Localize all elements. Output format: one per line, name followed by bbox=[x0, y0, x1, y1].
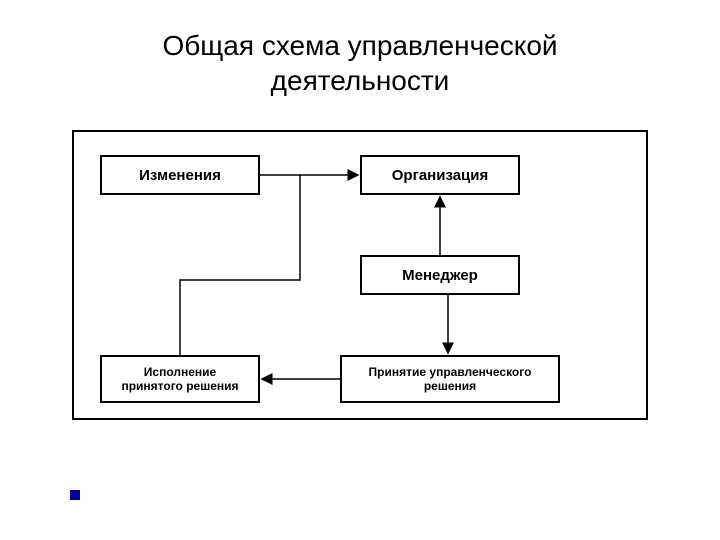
node-organization: Организация bbox=[360, 155, 520, 195]
node-changes: Изменения bbox=[100, 155, 260, 195]
title-line2: деятельности bbox=[271, 65, 450, 96]
node-label-line: Исполнение принятого решения bbox=[121, 365, 238, 393]
node-label: Организация bbox=[392, 167, 489, 184]
node-manager: Менеджер bbox=[360, 255, 520, 295]
slide-title: Общая схема управленческой деятельности bbox=[0, 28, 720, 98]
title-line1: Общая схема управленческой bbox=[162, 30, 557, 61]
node-label: Менеджер bbox=[402, 267, 478, 284]
slide-bullet-icon bbox=[70, 490, 80, 500]
node-label-line: Принятие управленческого решения bbox=[369, 365, 532, 393]
node-label: Изменения bbox=[139, 167, 221, 184]
node-execution: Исполнение принятого решения bbox=[100, 355, 260, 403]
node-decision: Принятие управленческого решения bbox=[340, 355, 560, 403]
